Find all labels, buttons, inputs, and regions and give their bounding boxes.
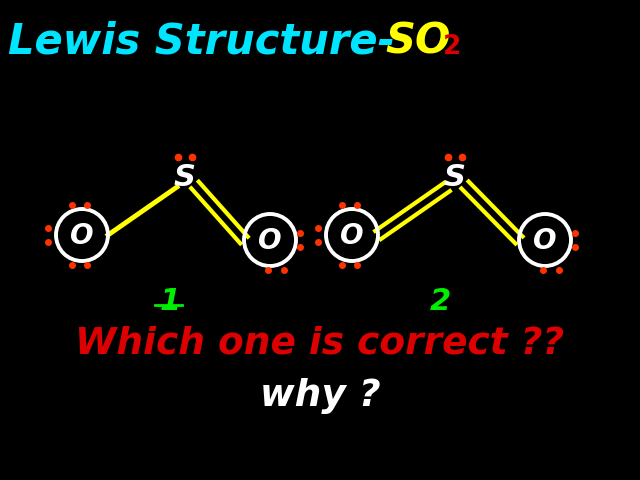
Text: S: S	[444, 163, 466, 192]
Text: O: O	[258, 227, 282, 255]
Text: 2: 2	[429, 287, 451, 316]
Text: why ?: why ?	[260, 378, 380, 414]
Text: SO: SO	[385, 20, 451, 62]
Text: 1: 1	[159, 287, 180, 316]
Text: O: O	[533, 227, 557, 255]
Text: Lewis Structure-: Lewis Structure-	[8, 20, 395, 62]
Text: 2: 2	[443, 34, 461, 60]
Text: Which one is correct ??: Which one is correct ??	[76, 325, 564, 361]
Text: S: S	[174, 163, 196, 192]
Text: O: O	[340, 222, 364, 250]
Text: O: O	[70, 222, 94, 250]
